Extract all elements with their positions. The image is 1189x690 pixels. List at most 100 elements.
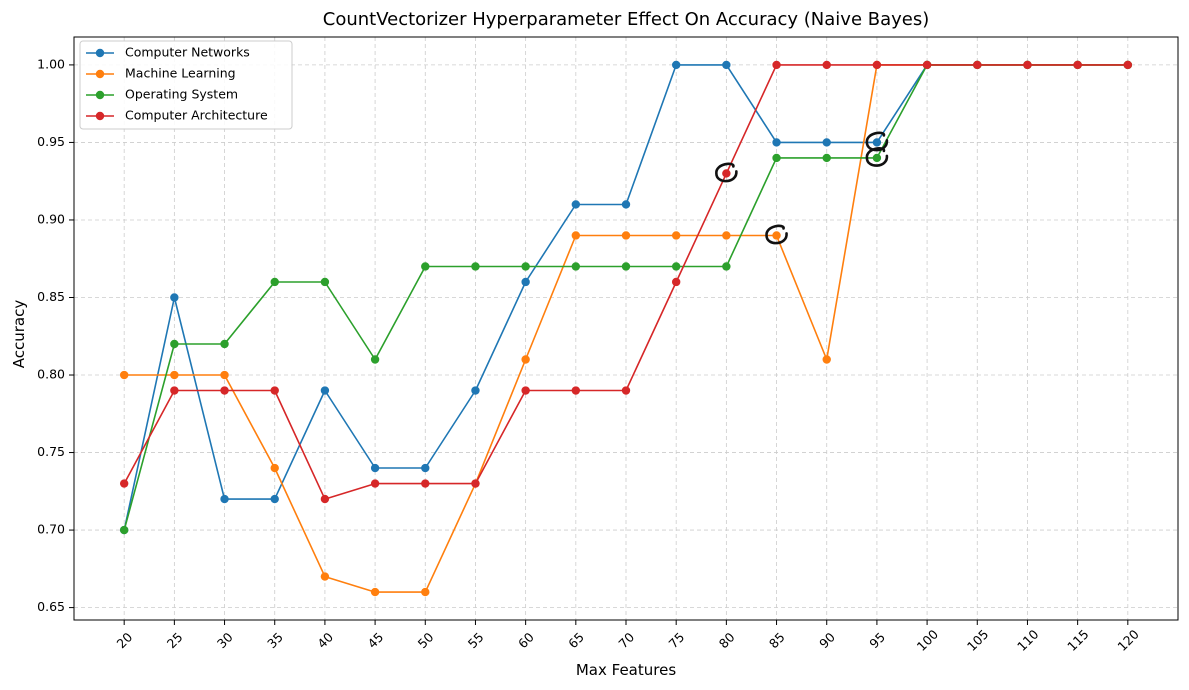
- hand-drawn-circle: [715, 162, 738, 183]
- data-point-machine-learning: [320, 572, 330, 581]
- data-point-machine-learning: [220, 370, 229, 380]
- data-point-machine-learning: [621, 231, 631, 240]
- data-point-operating-system: [270, 277, 279, 287]
- legend-marker: [95, 111, 105, 121]
- data-point-operating-system: [822, 153, 831, 163]
- y-tick-label: 1.00: [37, 56, 65, 71]
- x-tick-label: 60: [515, 629, 537, 651]
- y-tick-label: 0.75: [37, 444, 65, 459]
- data-point-operating-system: [320, 277, 330, 287]
- data-point-computer-architecture: [722, 169, 731, 178]
- x-tick-label: 55: [465, 629, 487, 651]
- hand-drawn-annotations: [715, 131, 889, 245]
- data-point-computer-architecture: [421, 479, 430, 488]
- x-axis-label: Max Features: [576, 661, 676, 679]
- data-point-machine-learning: [421, 587, 430, 597]
- x-tick-label: 65: [565, 629, 587, 651]
- data-point-computer-architecture: [1123, 60, 1133, 70]
- data-point-machine-learning: [671, 231, 681, 240]
- data-point-computer-networks: [270, 494, 279, 504]
- data-point-computer-networks: [822, 138, 831, 147]
- data-point-operating-system: [722, 262, 731, 271]
- x-tick-label: 90: [816, 629, 838, 651]
- legend-label: Operating System: [125, 87, 238, 102]
- data-point-operating-system: [421, 262, 430, 271]
- data-point-computer-architecture: [922, 60, 932, 70]
- data-point-operating-system: [872, 153, 882, 163]
- chart-title: CountVectorizer Hyperparameter Effect On…: [323, 9, 930, 30]
- data-point-computer-architecture: [621, 386, 631, 395]
- data-point-operating-system: [521, 262, 530, 271]
- x-tick-label: 30: [214, 629, 236, 651]
- data-point-operating-system: [621, 262, 631, 271]
- legend: Computer Networks Machine Learning Operati…: [79, 40, 293, 130]
- y-tick-label: 0.95: [37, 134, 65, 149]
- x-tick-label: 85: [766, 629, 788, 651]
- data-point-machine-learning: [571, 231, 581, 240]
- data-point-computer-networks: [722, 60, 731, 70]
- data-point-computer-architecture: [1023, 60, 1032, 70]
- x-tick-label: 95: [866, 629, 888, 651]
- x-tick-label: 110: [1014, 627, 1042, 655]
- data-point-operating-system: [671, 262, 681, 271]
- data-point-computer-networks: [872, 138, 882, 147]
- data-point-operating-system: [772, 153, 781, 163]
- grid-lines: [74, 37, 1178, 620]
- hand-drawn-circle: [765, 224, 788, 245]
- data-point-computer-architecture: [571, 386, 581, 395]
- data-point-operating-system: [471, 262, 480, 271]
- x-tick-label: 50: [415, 629, 437, 651]
- data-series: [119, 60, 1133, 597]
- legend-marker: [95, 48, 105, 58]
- data-point-machine-learning: [521, 355, 530, 364]
- y-tick-label: 0.80: [37, 367, 65, 382]
- x-tick-label: 25: [164, 629, 186, 651]
- y-axis-label: Accuracy: [10, 300, 28, 369]
- data-point-computer-architecture: [270, 386, 279, 395]
- data-point-machine-learning: [772, 231, 781, 240]
- data-point-machine-learning: [270, 463, 279, 473]
- data-point-computer-architecture: [170, 386, 179, 395]
- x-tick-label: 20: [114, 629, 136, 651]
- legend-label: Machine Learning: [125, 66, 236, 81]
- data-point-computer-architecture: [471, 479, 480, 488]
- y-tick-label: 0.70: [37, 522, 65, 537]
- data-point-computer-networks: [571, 200, 581, 209]
- data-point-operating-system: [220, 339, 229, 349]
- data-point-computer-networks: [772, 138, 781, 147]
- data-point-computer-architecture: [220, 386, 229, 395]
- data-point-computer-networks: [421, 463, 430, 473]
- x-tick-label: 40: [314, 629, 336, 651]
- x-tick-label: 45: [364, 629, 386, 651]
- data-point-computer-architecture: [772, 60, 781, 70]
- x-tick-label: 70: [615, 629, 637, 651]
- legend-label: Computer Architecture: [125, 108, 268, 123]
- y-tick-label: 0.85: [37, 289, 65, 304]
- data-point-computer-architecture: [521, 386, 530, 395]
- data-point-computer-networks: [370, 463, 380, 473]
- x-tick-label: 105: [964, 627, 991, 654]
- data-point-computer-architecture: [671, 277, 681, 287]
- data-point-computer-networks: [521, 277, 530, 287]
- data-point-computer-architecture: [973, 60, 982, 70]
- hand-drawn-circle: [865, 147, 889, 167]
- x-tick-label: 80: [716, 629, 738, 651]
- data-point-computer-architecture: [1073, 60, 1082, 70]
- x-tick-label: 115: [1064, 627, 1091, 654]
- data-point-computer-networks: [671, 60, 681, 70]
- data-point-computer-architecture: [370, 479, 380, 488]
- data-point-computer-networks: [320, 386, 330, 395]
- y-tick-label: 0.65: [37, 599, 65, 614]
- data-point-machine-learning: [722, 231, 731, 240]
- legend-marker: [95, 69, 105, 79]
- data-point-computer-networks: [621, 200, 631, 209]
- legend-box: [79, 40, 293, 130]
- axis-ticks: 20 25 30 35 40 45 50 55 60 65 70 75 80 85 90 95 100 105 11…: [37, 56, 1142, 654]
- data-point-operating-system: [170, 339, 179, 349]
- data-point-computer-architecture: [119, 479, 129, 488]
- data-point-computer-architecture: [822, 60, 831, 70]
- y-tick-label: 0.90: [37, 211, 65, 226]
- data-point-operating-system: [571, 262, 581, 271]
- data-point-machine-learning: [370, 587, 380, 597]
